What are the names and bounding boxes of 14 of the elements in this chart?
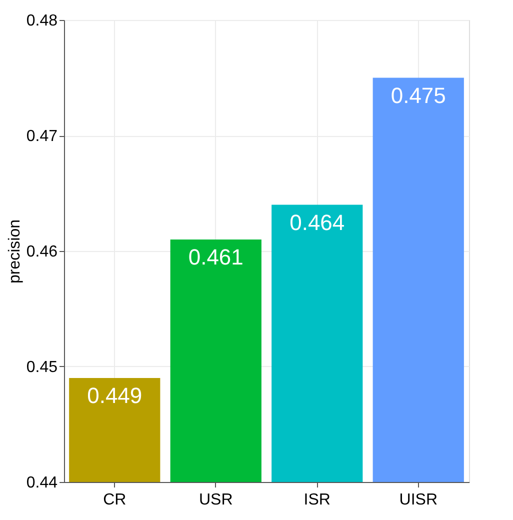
y-tick-label: 0.45	[26, 359, 58, 376]
y-tick-label: 0.44	[26, 474, 58, 492]
x-tick-label: UISR	[399, 492, 438, 508]
data-label: 0.449	[87, 383, 142, 408]
x-tick-label: CR	[103, 492, 126, 508]
y-tick-label: 0.46	[26, 244, 58, 260]
y-tick-label: 0.47	[26, 128, 58, 145]
data-label: 0.475	[390, 82, 446, 108]
data-label: 0.464	[290, 210, 345, 235]
x-tick-label: ISR	[304, 492, 330, 508]
y-axis-title: precision	[6, 219, 24, 284]
y-tick-label: 0.48	[26, 12, 58, 30]
x-tick-label: USR	[198, 492, 233, 508]
data-label: 0.461	[188, 244, 244, 270]
